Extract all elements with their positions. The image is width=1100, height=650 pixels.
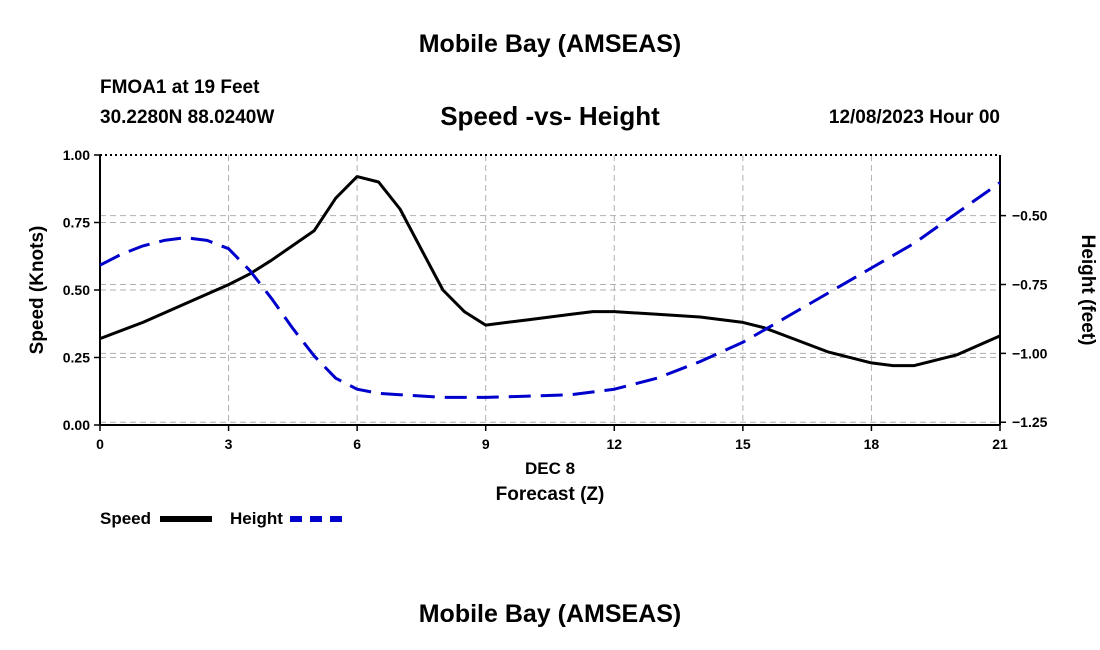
x-tick-label: 15 xyxy=(735,436,751,452)
y-tick-label: 0.25 xyxy=(63,350,90,366)
chart-subtitle: Speed -vs- Height xyxy=(440,101,660,131)
x-axis-date-label: DEC 8 xyxy=(525,459,575,478)
legend-swatch-speed xyxy=(160,516,212,522)
y-tick-label: 0.50 xyxy=(63,282,90,298)
y2-tick-label: −1.00 xyxy=(1012,345,1048,361)
x-tick-label: 18 xyxy=(864,436,880,452)
y2-axis-title: Height (feet) xyxy=(1077,235,1098,346)
legend-label-height: Height xyxy=(230,509,283,528)
y-tick-label: 1.00 xyxy=(63,147,90,163)
legend-swatch-height xyxy=(290,516,342,522)
y2-tick-label: −0.75 xyxy=(1012,276,1048,292)
x-axis-title: Forecast (Z) xyxy=(496,484,605,505)
x-tick-label: 12 xyxy=(606,436,622,452)
legend-item-height: Height xyxy=(230,509,283,529)
y2-tick-label: −0.50 xyxy=(1012,208,1048,224)
series-line-speed xyxy=(99,175,1001,368)
y-axis-title: Speed (Knots) xyxy=(27,226,48,355)
legend-label-speed: Speed xyxy=(100,509,152,528)
y-tick-label: 0.75 xyxy=(63,215,90,231)
x-tick-label: 0 xyxy=(96,436,104,452)
legend-item-speed: Speed xyxy=(100,509,151,529)
station-coordinates: 30.2280N 88.0240W xyxy=(100,107,275,128)
x-tick-label: 3 xyxy=(225,436,233,452)
x-tick-label: 9 xyxy=(482,436,490,452)
x-tick-label: 21 xyxy=(992,436,1008,452)
y-tick-label: 0.00 xyxy=(63,417,90,433)
footer-title: Mobile Bay (AMSEAS) xyxy=(418,600,682,628)
forecast-datetime: 12/08/2023 Hour 00 xyxy=(828,107,1000,128)
y2-tick-label: −1.25 xyxy=(1012,414,1048,430)
x-tick-label: 6 xyxy=(353,436,361,452)
station-label: FMOA1 at 19 Feet xyxy=(100,77,260,98)
series-line-height xyxy=(99,181,1001,399)
chart-title: Mobile Bay (AMSEAS) xyxy=(418,30,682,58)
